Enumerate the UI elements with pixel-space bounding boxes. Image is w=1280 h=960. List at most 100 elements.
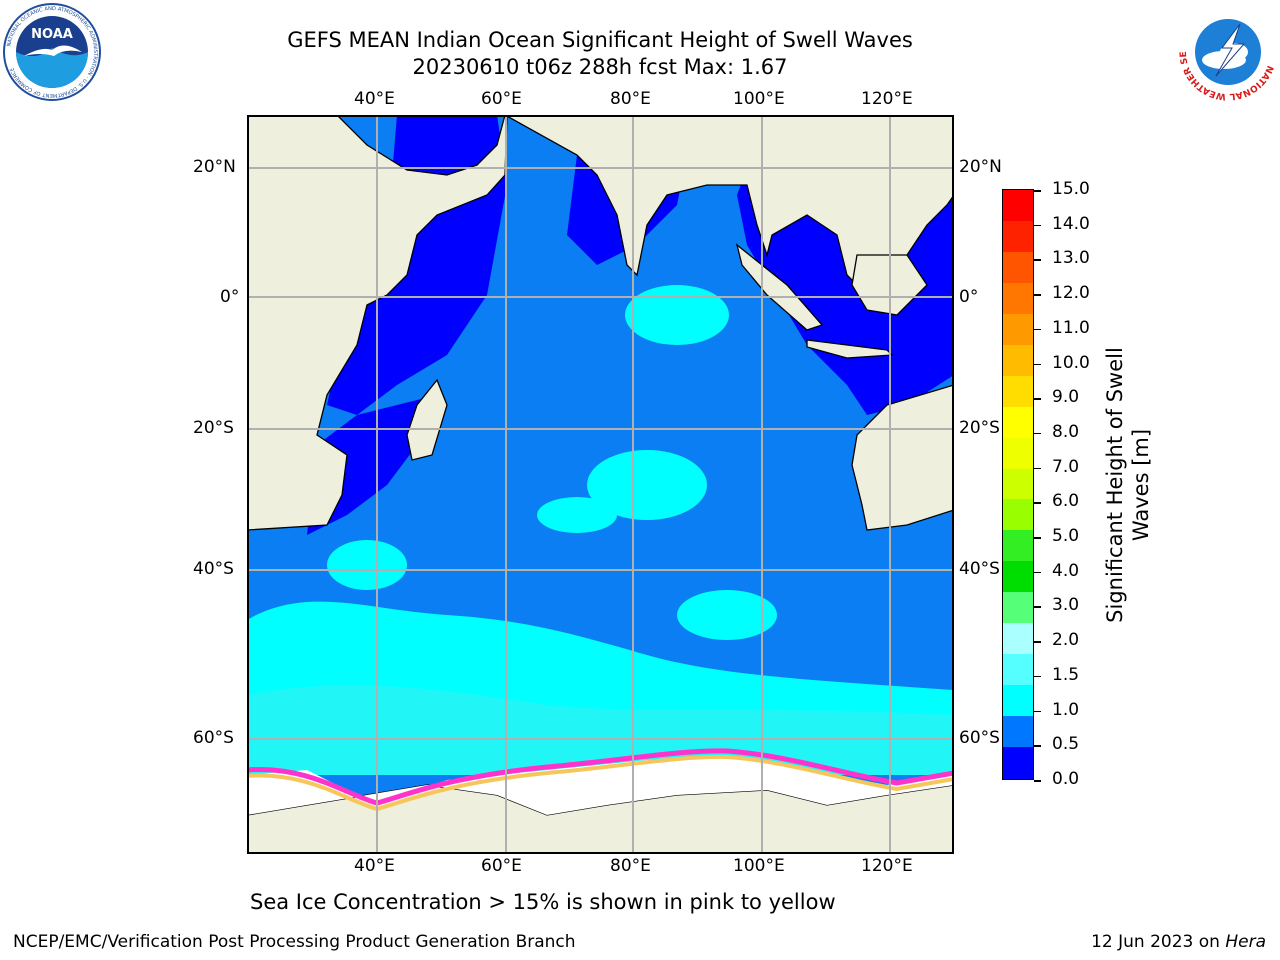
colorbar-tick-label: 15.0 — [1052, 179, 1090, 199]
colorbar-tick — [1034, 328, 1041, 331]
sea-ice-caption: Sea Ice Concentration > 15% is shown in … — [250, 890, 836, 914]
colorbar-segment — [1003, 375, 1033, 408]
colorbar-tick-label: 3.0 — [1052, 595, 1080, 616]
colorbar-segment — [1003, 716, 1033, 748]
colorbar-tick-label: 0.5 — [1052, 734, 1080, 755]
colorbar-tick-label: 7.0 — [1052, 456, 1080, 477]
swell-height-map — [246, 114, 955, 855]
colorbar-segment — [1003, 406, 1033, 439]
lon-label-bottom: 80°E — [610, 856, 651, 876]
lon-label-bottom: 120°E — [861, 856, 913, 876]
footer-date: 12 Jun 2023 on Hera — [1091, 932, 1266, 952]
colorbar-segment — [1003, 685, 1033, 717]
colorbar-segment — [1003, 344, 1033, 377]
colorbar-tick — [1034, 467, 1041, 470]
colorbar-tick — [1034, 675, 1041, 678]
colorbar-tick — [1034, 294, 1041, 296]
land-africa-arabia — [246, 114, 508, 531]
footer-date-text: 12 Jun 2023 on — [1091, 932, 1226, 952]
colorbar-tick — [1034, 224, 1041, 227]
nws-logo-icon: NATIONAL WEATHER SERVICE — [1178, 2, 1276, 101]
colorbar-tick — [1034, 259, 1041, 261]
colorbar-tick-label: 1.5 — [1052, 664, 1080, 685]
colorbar-tick — [1034, 537, 1041, 539]
lat-label-right: 20°N — [959, 157, 1002, 177]
noaa-logo-icon: NOAA NATIONAL OCEANIC AND ATMOSPHERIC AD… — [3, 3, 101, 101]
noaa-logo-text: NOAA — [31, 27, 73, 42]
colorbar-tick-label: 5.0 — [1052, 526, 1080, 547]
colorbar-tick-label: 6.0 — [1052, 491, 1080, 512]
colorbar-tick-label: 0.0 — [1052, 769, 1080, 789]
lat-label-left: 20°S — [193, 418, 234, 438]
colorbar-tick — [1034, 502, 1041, 504]
colorbar-tick-label: 4.0 — [1052, 560, 1080, 581]
colorbar-tick — [1034, 363, 1041, 366]
land — [246, 114, 955, 855]
colorbar-segment — [1003, 561, 1033, 593]
colorbar-tick-label: 14.0 — [1052, 213, 1090, 234]
colorbar-segment — [1003, 530, 1033, 562]
colorbar-segment — [1003, 190, 1033, 222]
colorbar-segment — [1003, 313, 1033, 346]
land-sumatra — [735, 243, 824, 331]
colorbar-tick — [1034, 745, 1041, 747]
colorbar-tick — [1034, 571, 1041, 574]
lat-label-left: 20°N — [193, 157, 236, 177]
colorbar-segment — [1003, 747, 1033, 779]
lat-label-right: 0° — [959, 287, 979, 307]
colorbar-tick — [1034, 190, 1041, 192]
lon-label-bottom: 100°E — [733, 856, 785, 876]
colorbar-tick-label: 12.0 — [1052, 283, 1090, 304]
map-frame — [247, 115, 954, 854]
colorbar-segment — [1003, 654, 1033, 686]
lon-label-top: 100°E — [733, 89, 785, 109]
colorbar-title: Significant Height of Swell Waves [m] — [1103, 347, 1153, 623]
land-madagascar — [406, 378, 448, 461]
sea-ice-area — [247, 755, 954, 815]
colorbar-segment — [1003, 251, 1033, 284]
colorbar-segment — [1003, 592, 1033, 624]
sea-ice-edge-yellow — [246, 754, 955, 812]
footer-credit: NCEP/EMC/Verification Post Processing Pr… — [13, 932, 576, 952]
lon-label-top: 80°E — [610, 89, 651, 109]
lon-label-bottom: 40°E — [354, 856, 395, 876]
footer-host: Hera — [1225, 932, 1266, 952]
lat-label-right: 60°S — [959, 728, 1000, 748]
colorbar-tick-label: 9.0 — [1052, 387, 1080, 408]
colorbar-tick — [1034, 780, 1041, 782]
colorbar-segment — [1003, 282, 1033, 315]
colorbar-tick-label: 8.0 — [1052, 421, 1080, 442]
lat-label-left: 40°S — [193, 559, 234, 579]
lat-label-right: 20°S — [959, 418, 1000, 438]
colorbar-segment — [1003, 220, 1033, 253]
land-india-asia — [502, 114, 955, 296]
colorbar-segment — [1003, 623, 1033, 655]
colorbar-segment — [1003, 468, 1033, 501]
colorbar-tick-label: 11.0 — [1052, 317, 1090, 338]
colorbar-tick — [1034, 432, 1041, 435]
land-java — [806, 339, 894, 359]
chart-subtitle: 20230610 t06z 288h fcst Max: 1.67 — [412, 55, 788, 79]
chart-title: GEFS MEAN Indian Ocean Significant Heigh… — [287, 28, 913, 52]
land-australia — [851, 384, 955, 531]
lon-label-bottom: 60°E — [481, 856, 522, 876]
colorbar-tick — [1034, 641, 1041, 643]
colorbar-tick — [1034, 710, 1041, 713]
colorbar — [1002, 189, 1034, 780]
graticule — [247, 115, 954, 854]
lon-label-top: 40°E — [354, 89, 395, 109]
lon-label-top: 60°E — [481, 89, 522, 109]
lat-label-left: 60°S — [193, 728, 234, 748]
colorbar-tick-label: 13.0 — [1052, 248, 1090, 269]
colorbar-segment — [1003, 437, 1033, 470]
colorbar-tick-label: 2.0 — [1052, 630, 1080, 651]
colorbar-tick — [1034, 398, 1041, 400]
colorbar-tick-label: 1.0 — [1052, 699, 1080, 720]
colorbar-segment — [1003, 499, 1033, 532]
map-canvas — [246, 114, 955, 855]
lon-label-top: 120°E — [861, 89, 913, 109]
colorbar-tick-label: 10.0 — [1052, 352, 1090, 373]
sea-ice-edge-pink — [246, 748, 955, 806]
lat-label-left: 0° — [220, 287, 240, 307]
colorbar-tick — [1034, 606, 1041, 608]
